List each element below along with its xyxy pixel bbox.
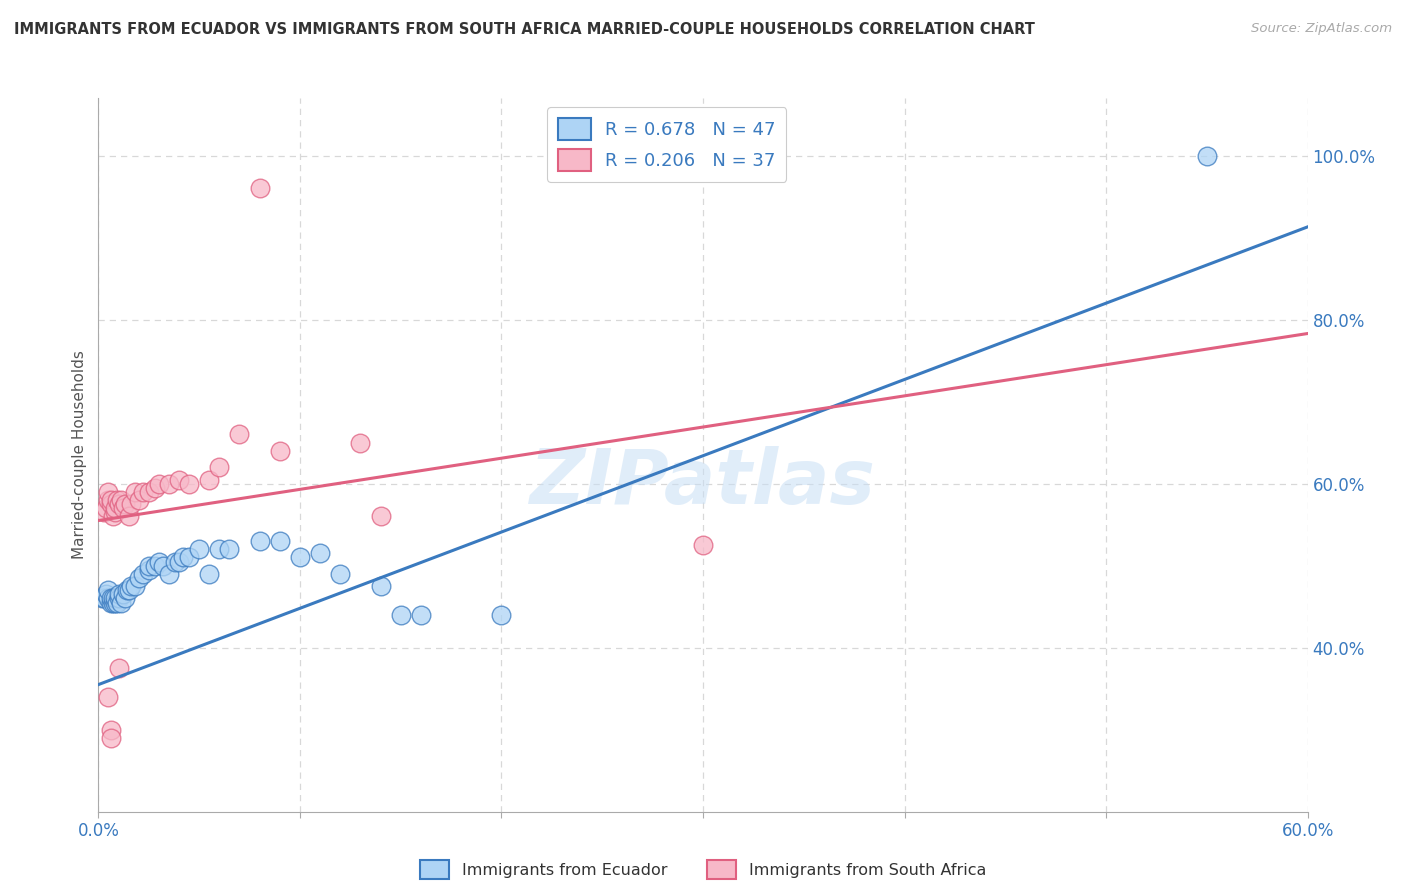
Point (110, 596, 132, 610)
Point (198, 473, 221, 487)
Point (249, 534, 271, 549)
Point (114, 591, 136, 606)
Point (249, 181, 271, 195)
Point (132, 566, 155, 581)
Point (148, 555, 170, 569)
Point (179, 476, 201, 491)
Point (143, 558, 166, 573)
Point (692, 538, 714, 552)
Point (157, 566, 180, 581)
Point (111, 501, 134, 516)
Point (172, 550, 194, 565)
Point (269, 534, 291, 549)
Text: IMMIGRANTS FROM ECUADOR VS IMMIGRANTS FROM SOUTH AFRICA MARRIED-COUPLE HOUSEHOLD: IMMIGRANTS FROM ECUADOR VS IMMIGRANTS FR… (14, 22, 1035, 37)
Point (103, 591, 125, 606)
Point (143, 481, 166, 495)
Point (409, 607, 432, 622)
Point (97, 690, 120, 704)
Point (198, 566, 221, 581)
Point (120, 497, 142, 511)
Point (100, 596, 122, 610)
Point (115, 583, 138, 598)
Point (218, 542, 240, 557)
Point (100, 493, 122, 508)
Point (389, 607, 412, 622)
Point (329, 566, 352, 581)
Point (93, 505, 115, 519)
Point (100, 591, 122, 606)
Legend: Immigrants from Ecuador, Immigrants from South Africa: Immigrants from Ecuador, Immigrants from… (413, 854, 993, 886)
Point (188, 542, 211, 557)
Point (138, 558, 160, 573)
Point (91, 591, 114, 606)
Point (138, 484, 160, 499)
Point (101, 591, 124, 606)
Point (97, 484, 120, 499)
Point (128, 493, 150, 508)
Point (107, 587, 129, 601)
Point (97, 591, 120, 606)
Point (107, 661, 129, 675)
Point (228, 427, 250, 442)
Point (114, 497, 136, 511)
Point (208, 542, 231, 557)
Point (100, 497, 122, 511)
Point (101, 509, 124, 524)
Point (269, 443, 291, 458)
Y-axis label: Married-couple Households: Married-couple Households (72, 351, 87, 559)
Point (110, 493, 132, 508)
Point (128, 571, 150, 585)
Point (103, 596, 125, 610)
Point (107, 497, 129, 511)
Point (167, 555, 190, 569)
Point (208, 460, 231, 475)
Point (167, 473, 190, 487)
Point (157, 476, 180, 491)
Point (111, 587, 134, 601)
Point (97, 493, 120, 508)
Point (491, 607, 513, 622)
Point (349, 435, 371, 450)
Point (148, 476, 170, 491)
Point (105, 596, 128, 610)
Text: Source: ZipAtlas.com: Source: ZipAtlas.com (1251, 22, 1392, 36)
Point (105, 493, 128, 508)
Point (179, 550, 201, 565)
Point (370, 509, 392, 524)
Point (163, 555, 186, 569)
Point (118, 583, 141, 598)
Point (138, 563, 160, 577)
Point (101, 596, 124, 610)
Point (118, 509, 141, 524)
Point (107, 591, 129, 606)
Point (100, 731, 122, 745)
Point (124, 484, 146, 499)
Point (93, 591, 115, 606)
Point (96, 501, 118, 516)
Point (120, 579, 142, 593)
Point (96, 587, 118, 601)
Point (103, 505, 125, 519)
Point (370, 579, 392, 593)
Point (288, 550, 311, 565)
Point (103, 501, 125, 516)
Point (1195, 148, 1218, 162)
Point (100, 723, 122, 737)
Point (132, 484, 155, 499)
Point (309, 546, 332, 560)
Text: ZIPatlas: ZIPatlas (530, 447, 876, 520)
Point (152, 558, 174, 573)
Point (97, 583, 120, 598)
Point (124, 579, 146, 593)
